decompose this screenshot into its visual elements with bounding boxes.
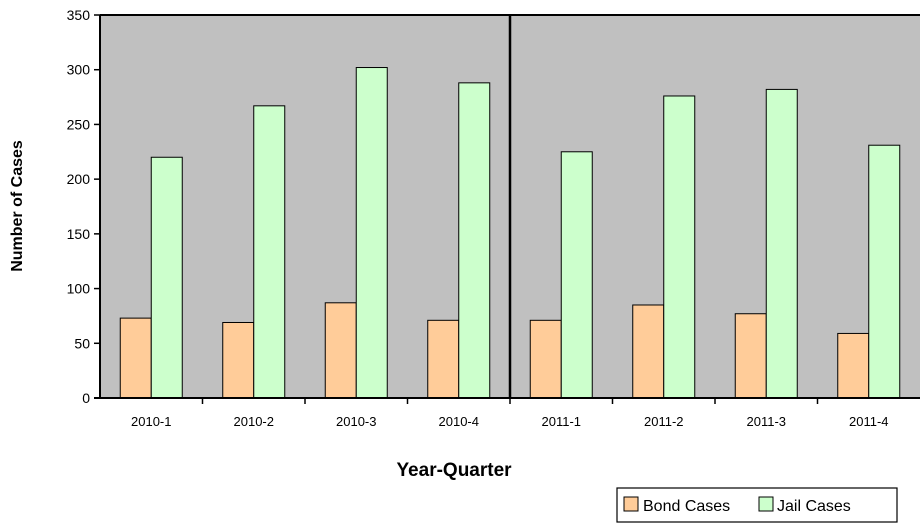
bar-jail-2010-4 <box>458 82 491 399</box>
bar-bond-2010-2 <box>222 321 255 399</box>
x-tick-label: 2010-1 <box>131 414 171 429</box>
y-tick-label: 300 <box>67 62 91 78</box>
x-tick-label: 2010-2 <box>234 414 274 429</box>
legend-swatch-jail <box>758 496 774 512</box>
legend-label-bond: Bond Cases <box>643 498 730 515</box>
x-tick-label: 2011-2 <box>644 414 684 429</box>
y-axis-title: Number of Cases <box>9 140 26 272</box>
bar-jail-2011-4 <box>868 144 901 399</box>
bar-jail-2011-1 <box>560 151 593 399</box>
x-tick-label: 2011-1 <box>541 414 581 429</box>
legend: Bond Cases Jail Cases <box>616 487 898 523</box>
bar-bond-2010-1 <box>119 317 152 399</box>
bar-jail-2010-2 <box>253 105 286 399</box>
y-tick-label: 0 <box>82 390 90 406</box>
bar-bond-2010-3 <box>324 302 357 399</box>
bar-bond-2011-3 <box>734 313 767 399</box>
x-tick-label: 2010-4 <box>439 414 479 429</box>
y-tick-label: 350 <box>67 7 91 23</box>
y-ticks-group: 0 50 100 150 200 250 300 350 <box>67 7 100 406</box>
bar-jail-2011-2 <box>663 95 696 399</box>
y-tick-label: 200 <box>67 171 91 187</box>
bar-bond-2010-4 <box>427 319 460 399</box>
legend-label-jail: Jail Cases <box>777 498 851 515</box>
bar-bond-2011-1 <box>529 319 562 399</box>
x-ticks-group: 2010-1 2010-2 2010-3 2010-4 2011-1 2011-2 2011… <box>131 398 889 429</box>
legend-swatch-bond <box>623 496 639 512</box>
bar-jail-2010-1 <box>150 156 183 399</box>
x-axis-title: Year-Quarter <box>396 460 512 481</box>
y-tick-label: 50 <box>74 335 90 351</box>
bar-jail-2010-3 <box>355 67 388 399</box>
y-tick-label: 250 <box>67 116 91 132</box>
y-tick-label: 150 <box>67 226 91 242</box>
x-tick-label: 2011-4 <box>849 414 889 429</box>
legend-box <box>616 487 898 523</box>
x-tick-label: 2010-3 <box>336 414 376 429</box>
bar-bond-2011-4 <box>837 332 870 399</box>
y-tick-label: 100 <box>67 281 91 297</box>
bars-group <box>119 67 901 399</box>
x-tick-label: 2011-3 <box>746 414 786 429</box>
bar-bond-2011-2 <box>632 304 665 399</box>
bar-jail-2011-3 <box>765 88 798 399</box>
